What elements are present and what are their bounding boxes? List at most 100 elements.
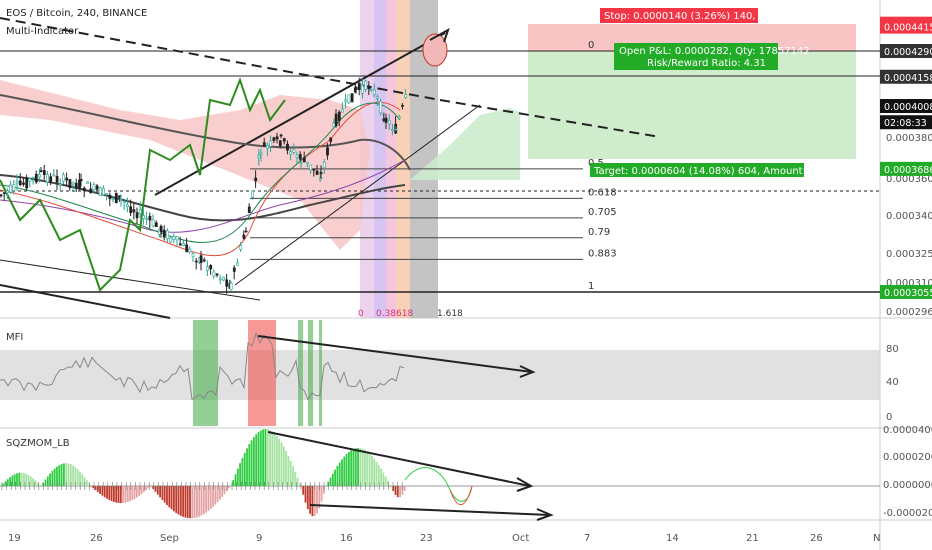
sqz-bar: [273, 433, 276, 486]
sqz-bar: [150, 486, 152, 487]
candle: [98, 187, 102, 196]
arrow-head: [519, 365, 536, 378]
sqz-bar: [299, 483, 301, 486]
fib-time-label: 0: [358, 309, 364, 319]
candle: [401, 105, 404, 107]
dashed-trendline-projection[interactable]: [439, 99, 661, 138]
descending-support[interactable]: [0, 259, 261, 301]
candle: [58, 183, 62, 186]
sqz-divergence-lower[interactable]: [309, 504, 551, 516]
sqz-bar: [40, 486, 42, 487]
sqz-bar: [76, 469, 79, 486]
candle: [111, 198, 115, 200]
sqz-bar: [136, 486, 138, 498]
sqz-bar: [168, 486, 171, 508]
sqz-bar: [29, 476, 32, 486]
sqz-bar: [6, 479, 9, 486]
candle: [71, 181, 75, 185]
sqz-bar: [25, 473, 28, 486]
sqz-bar: [182, 486, 184, 517]
sqz-bar: [382, 472, 385, 486]
sqz-bar: [166, 486, 168, 506]
candle: [244, 230, 248, 233]
mfi-oversold-zone: [308, 320, 313, 426]
sqz-bar: [313, 486, 316, 516]
sqz-bar: [239, 463, 241, 486]
candle: [154, 222, 158, 228]
candle: [102, 188, 105, 196]
target-label: Target: 0.0000604 (14.08%) 604, Amount: …: [593, 166, 851, 177]
time-tick: 19: [8, 533, 21, 544]
candle: [369, 89, 373, 92]
candle: [334, 113, 338, 127]
sqz-bar: [212, 486, 214, 507]
price-badge: [880, 115, 932, 130]
price-badge: [880, 69, 932, 84]
sqz-bar: [86, 480, 88, 486]
candle: [138, 209, 142, 214]
sqz-bar: [278, 438, 281, 486]
candle: [65, 177, 69, 181]
candle: [302, 157, 306, 163]
sqz-bar: [230, 486, 232, 487]
sqz-bar: [264, 429, 267, 486]
sqz-bar: [225, 486, 228, 492]
sqz-divergence-upper[interactable]: [267, 431, 531, 487]
candle: [218, 278, 222, 281]
highlight-ellipse[interactable]: [422, 33, 448, 67]
mfi-axis: 80 40 0: [886, 344, 899, 423]
sqz-title[interactable]: SQZMOM_LB: [6, 438, 70, 449]
indicator-title[interactable]: Multi-Indicator: [6, 26, 79, 37]
candle: [344, 99, 348, 102]
sqz-bar: [0, 486, 2, 487]
sqz-bar: [234, 474, 237, 486]
mfi-line: [0, 332, 405, 401]
descending-support-thick[interactable]: [0, 284, 171, 319]
channel-upper[interactable]: [154, 32, 446, 196]
candle: [89, 188, 93, 193]
fib-level-label: 1: [588, 281, 594, 292]
candle: [132, 209, 136, 213]
sqz-bar: [243, 452, 246, 486]
sqz-bar: [266, 429, 269, 486]
candle: [350, 93, 354, 103]
candle: [394, 128, 398, 131]
pnl-label: Open P&L: 0.0000282, Qty: 17857142: [619, 46, 810, 57]
candle: [262, 142, 266, 147]
sqz-bar: [255, 434, 258, 486]
sqz-bar: [287, 455, 290, 486]
candle: [286, 143, 289, 151]
sqz-bar: [375, 461, 378, 486]
candle: [34, 173, 38, 183]
candlesticks[interactable]: [0, 77, 408, 294]
sqz-bar: [219, 486, 221, 500]
mfi-divergence-line[interactable]: [257, 335, 533, 373]
mfi-oversold-zone: [298, 320, 303, 426]
sqz-bar: [292, 466, 294, 486]
candle: [384, 117, 388, 123]
candle: [68, 179, 72, 188]
candle: [232, 267, 236, 272]
candle: [239, 245, 243, 250]
symbol-title[interactable]: EOS / Bitcoin, 240, BINANCE: [6, 8, 147, 19]
mfi-title[interactable]: MFI: [6, 332, 23, 343]
sqz-bar: [60, 464, 63, 486]
sqz-bar: [49, 473, 51, 486]
ma-red: [0, 101, 401, 257]
candle: [312, 168, 316, 171]
candle: [62, 174, 65, 182]
time-tick: 14: [666, 533, 679, 544]
fib-time-label: 0.38618: [376, 309, 413, 319]
fib-level-label: 0.79: [588, 227, 610, 238]
sqz-bar: [296, 477, 299, 486]
sqz-bar: [145, 486, 147, 491]
candle: [25, 177, 29, 189]
time-axis[interactable]: 19 26 Sep 9 16 23 Oct 7 14 21 26 N: [8, 533, 880, 544]
price-badge: [880, 44, 932, 58]
candle: [95, 185, 99, 190]
